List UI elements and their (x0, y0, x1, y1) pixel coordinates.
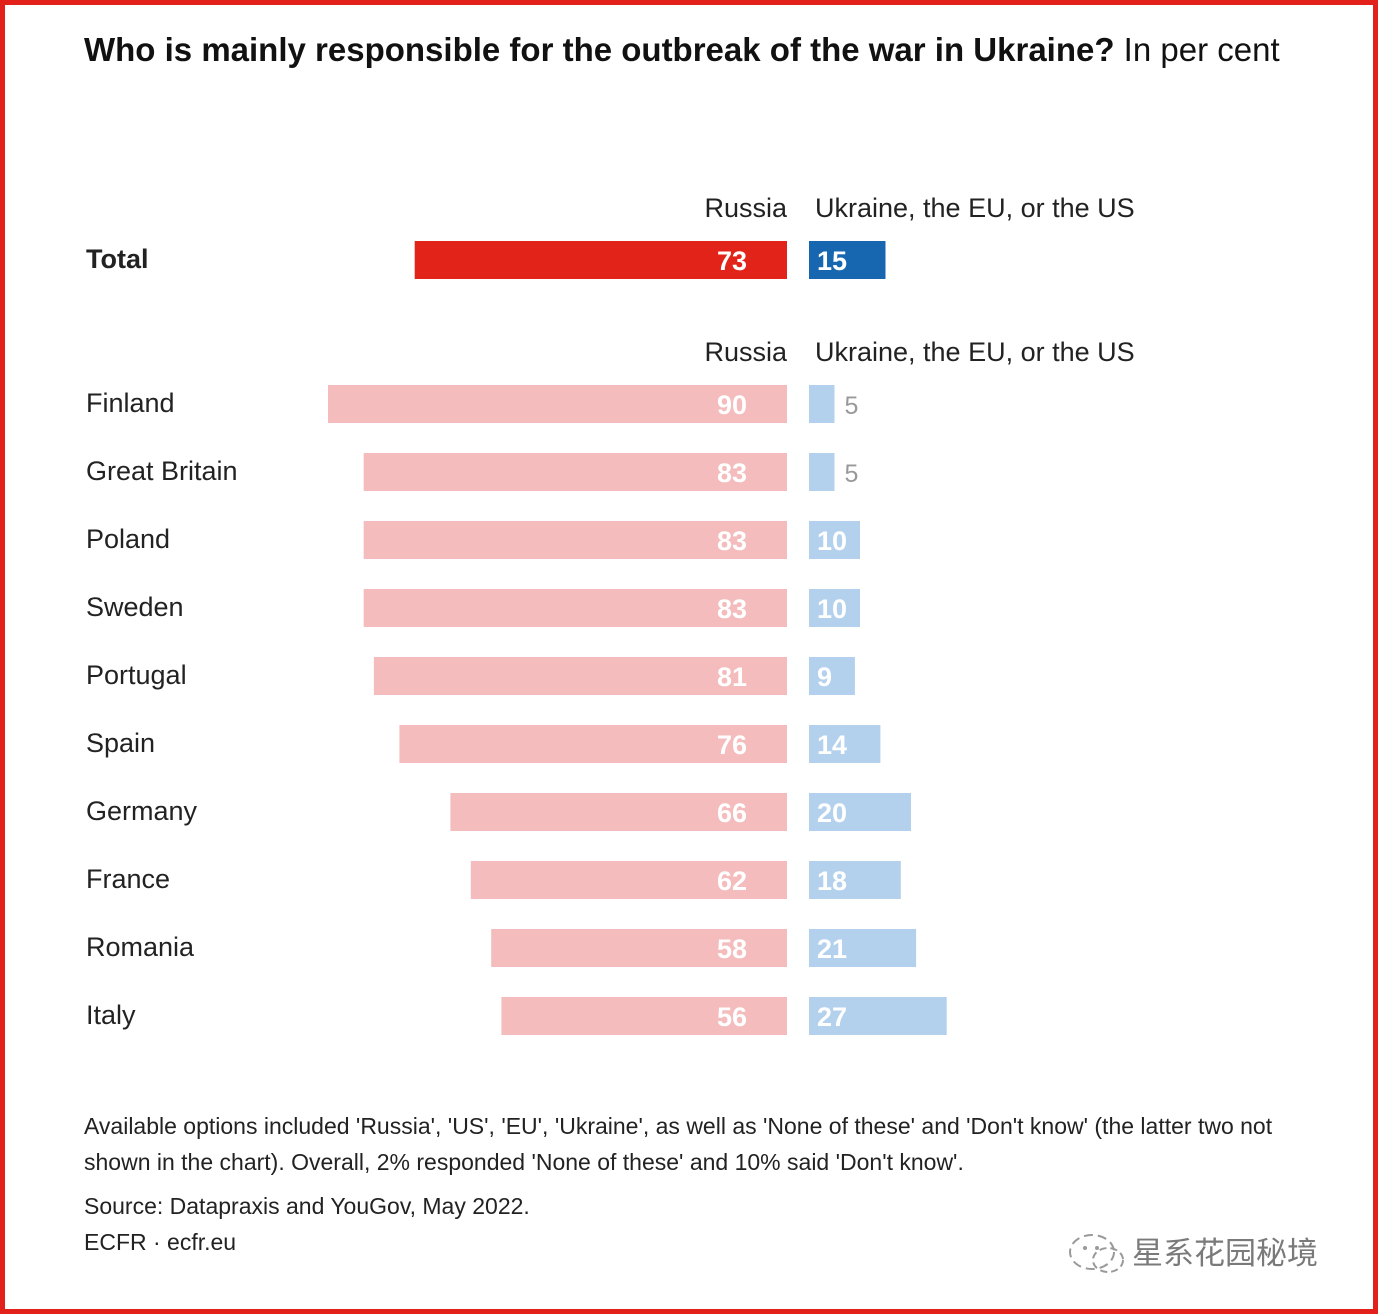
bar-russia-great-britain (363, 453, 787, 491)
value-russia-france: 62 (717, 866, 747, 896)
value-russia-sweden: 83 (717, 594, 747, 624)
bar-chart: 73 15 90 5 83 5 83 10 83 10 81 9 76 14 66 20 62 18 58 21 56 2… (328, 241, 947, 1035)
bar-other-portugal (809, 657, 855, 695)
value-russia-spain: 76 (717, 730, 747, 760)
bar-russia-poland (363, 521, 787, 559)
value-other-germany: 20 (817, 798, 847, 828)
value-other-romania: 21 (817, 934, 847, 964)
value-russia-portugal: 81 (717, 662, 747, 692)
bar-russia-germany (450, 793, 787, 831)
value-other-spain: 14 (817, 730, 847, 760)
bar-other-germany (809, 793, 911, 831)
row-label-portugal: Portugal (86, 660, 187, 690)
watermark-text: 星系花园秘境 (1132, 1236, 1318, 1272)
bar-other-total (809, 241, 886, 279)
title-question: Who is mainly responsible for the outbre… (84, 31, 1115, 68)
bar-other-france (809, 861, 901, 899)
row-label-italy: Italy (86, 1000, 136, 1030)
bar-other-finland (809, 385, 835, 423)
value-other-poland: 10 (817, 526, 847, 556)
value-russia-germany: 66 (717, 798, 747, 828)
bar-russia-italy (501, 997, 787, 1035)
value-other-finland: 5 (845, 392, 859, 420)
row-label-sweden: Sweden (86, 592, 184, 622)
bar-other-sweden (809, 589, 860, 627)
bar-other-spain (809, 725, 881, 763)
value-other-sweden: 10 (817, 594, 847, 624)
header-other-total: Ukraine, the EU, or the US (815, 193, 1135, 223)
value-russia-great-britain: 83 (717, 458, 747, 488)
bar-russia-sweden (363, 589, 787, 627)
value-russia-italy: 56 (717, 1002, 747, 1032)
bar-russia-total (414, 241, 787, 279)
source-note: Source: Datapraxis and YouGov, May 2022. (84, 1193, 530, 1219)
header-russia-total: Russia (704, 193, 787, 223)
row-label-great-britain: Great Britain (86, 456, 238, 486)
value-russia-romania: 58 (717, 934, 747, 964)
bar-russia-spain (399, 725, 787, 763)
bar-other-italy (809, 997, 947, 1035)
row-label-poland: Poland (86, 524, 171, 554)
value-other-portugal: 9 (817, 662, 832, 692)
wechat-icon (1069, 1234, 1124, 1273)
row-label-france: France (86, 864, 171, 894)
row-label-romania: Romania (86, 932, 195, 962)
credit-line: ECFR · ecfr.eu (84, 1229, 237, 1255)
row-label-spain: Spain (86, 728, 156, 758)
value-other-total: 15 (817, 246, 847, 276)
header-russia-countries: Russia (704, 337, 787, 367)
bar-russia-portugal (373, 657, 787, 695)
value-other-italy: 27 (817, 1002, 847, 1032)
value-russia-poland: 83 (717, 526, 747, 556)
chart-title: Who is mainly responsible for the outbre… (84, 24, 1304, 76)
value-other-great-britain: 5 (845, 460, 859, 488)
value-other-france: 18 (817, 866, 847, 896)
value-russia-total: 73 (717, 246, 747, 276)
bar-russia-finland (328, 385, 787, 423)
bar-other-poland (809, 521, 860, 559)
bar-other-romania (809, 929, 917, 967)
header-other-countries: Ukraine, the EU, or the US (815, 337, 1135, 367)
row-label-germany: Germany (86, 796, 198, 826)
row-label-finland: Finland (86, 388, 175, 418)
bar-other-great-britain (809, 453, 835, 491)
value-russia-finland: 90 (717, 390, 747, 420)
title-unit: In per cent (1114, 31, 1280, 68)
footnote: Available options included 'Russia', 'US… (84, 1113, 1273, 1175)
bar-russia-romania (491, 929, 787, 967)
bar-russia-france (470, 861, 787, 899)
row-label-total: Total (86, 244, 149, 274)
